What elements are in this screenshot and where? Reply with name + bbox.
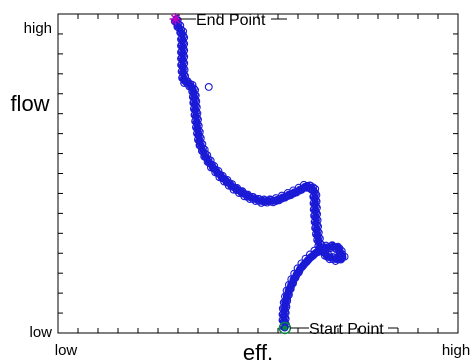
- start-point-label: Start Point: [309, 321, 384, 338]
- x-tick-label-high: high: [442, 342, 470, 359]
- trajectory-line: [172, 16, 346, 331]
- y-tick-label-high: high: [24, 20, 52, 37]
- trajectory-outlier: [204, 83, 213, 91]
- minor-ticks: [57, 13, 459, 334]
- series-layer: [170, 15, 349, 332]
- end-point-marker: [171, 14, 181, 24]
- start-point-marker-dot: [282, 325, 288, 331]
- x-tick-label-low: low: [55, 342, 78, 359]
- tick-labels: low high low high: [24, 20, 471, 359]
- trajectory-outlier: [306, 185, 315, 193]
- annotation-layer: End Point Start Point: [169, 12, 398, 338]
- end-point-label: End Point: [196, 12, 266, 29]
- y-axis-title: flow: [10, 91, 49, 116]
- x-axis-title: eff.: [243, 340, 273, 360]
- y-tick-label-low: low: [29, 324, 52, 341]
